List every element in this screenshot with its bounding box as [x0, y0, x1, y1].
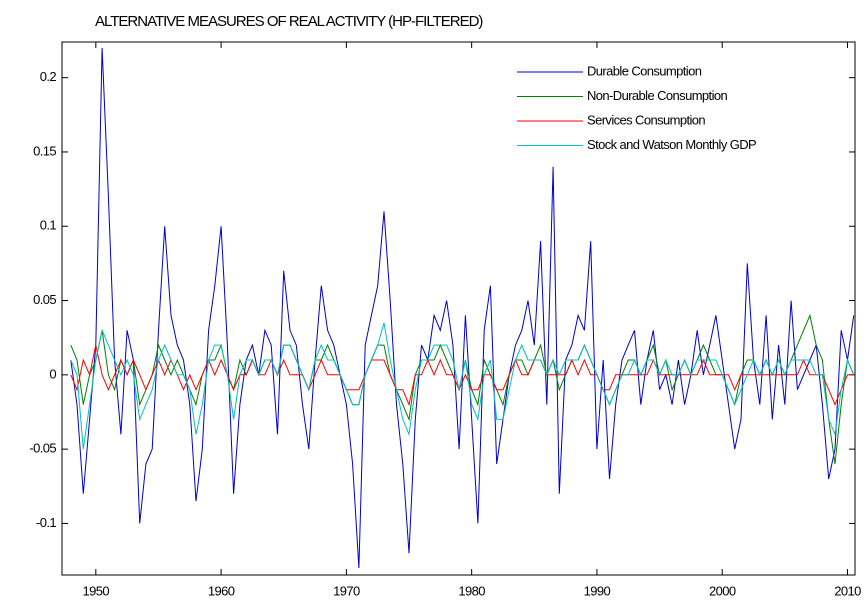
y-tick-label: 0	[49, 366, 56, 381]
x-tick-label: 1960	[208, 583, 235, 598]
y-tick-label: 0.1	[40, 218, 57, 233]
chart-title: ALTERNATIVE MEASURES OF REAL ACTIVITY (H…	[95, 13, 483, 30]
x-tick-label: 1950	[83, 583, 110, 598]
y-tick-label: -0.05	[29, 441, 56, 456]
series-line	[70, 344, 854, 407]
x-tick-label: 2000	[709, 583, 736, 598]
plot-frame	[61, 41, 856, 576]
legend-label: Durable Consumption	[587, 63, 702, 78]
x-tick-label: 2010	[834, 583, 861, 598]
y-tick-label: 0.05	[33, 292, 56, 307]
x-tick-label: 1980	[458, 583, 485, 598]
y-tick-label: 0.15	[33, 143, 56, 158]
series-line	[70, 47, 855, 569]
y-tick-label: 0.2	[40, 69, 57, 84]
legend-label: Stock and Watson Monthly GDP	[587, 137, 756, 152]
y-tick-label: -0.1	[36, 515, 56, 530]
legend-label: Services Consumption	[587, 112, 705, 127]
series-line	[70, 322, 855, 450]
legend-label: Non-Durable Consumption	[587, 88, 727, 103]
x-tick-label: 1990	[584, 583, 611, 598]
x-tick-label: 1970	[333, 583, 360, 598]
